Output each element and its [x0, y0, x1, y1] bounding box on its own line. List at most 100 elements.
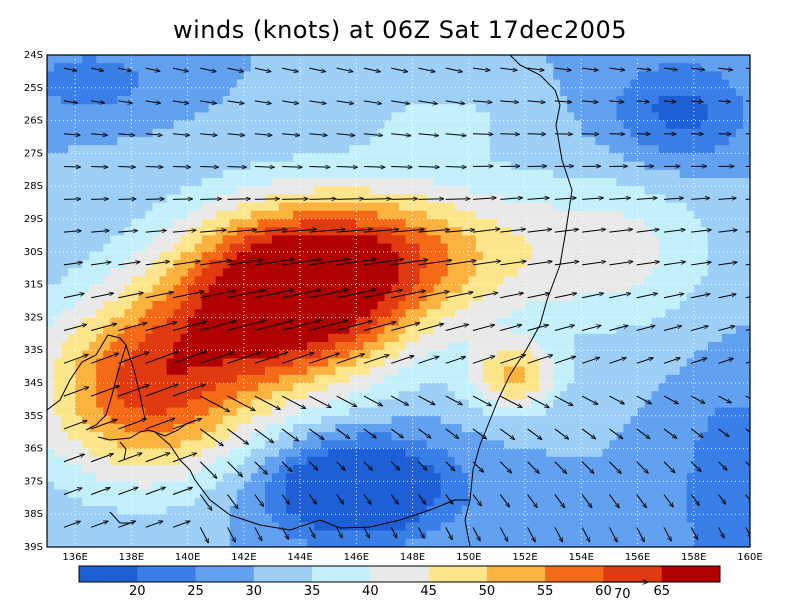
- field-cell: [138, 79, 147, 89]
- field-cell: [257, 104, 266, 113]
- field-cell: [194, 292, 203, 302]
- field-cell: [152, 333, 161, 343]
- field-cell: [82, 227, 90, 236]
- field-cell: [152, 350, 161, 359]
- field-cell: [518, 96, 526, 105]
- field-cell: [405, 333, 414, 343]
- field-cell: [180, 440, 189, 450]
- field-cell: [215, 178, 224, 187]
- field-cell: [391, 391, 400, 400]
- field-cell: [405, 374, 414, 384]
- field-cell: [714, 391, 723, 400]
- field-cell: [419, 366, 428, 376]
- field-cell: [117, 399, 125, 409]
- field-cell: [440, 104, 449, 113]
- field-cell: [398, 374, 407, 384]
- field-cell: [166, 260, 175, 269]
- field-cell: [433, 366, 442, 376]
- field-cell: [630, 55, 639, 64]
- field-cell: [377, 145, 386, 154]
- field-cell: [271, 366, 280, 376]
- field-cell: [166, 333, 175, 343]
- field-cell: [539, 235, 547, 245]
- field-cell: [693, 202, 702, 212]
- field-cell: [314, 424, 322, 433]
- field-cell: [475, 112, 484, 122]
- field-cell: [546, 325, 554, 335]
- field-cell: [180, 383, 189, 392]
- field-cell: [518, 178, 526, 187]
- field-cell: [728, 374, 737, 384]
- field-cell: [468, 112, 477, 122]
- field-cell: [215, 309, 224, 318]
- field-cell: [110, 153, 118, 163]
- field-cell: [103, 63, 111, 72]
- field-cell: [103, 145, 111, 154]
- field-cell: [103, 104, 111, 113]
- field-cell: [728, 383, 737, 392]
- field-cell: [707, 374, 716, 384]
- field-cell: [145, 268, 154, 277]
- field-cell: [138, 145, 147, 154]
- field-cell: [461, 145, 470, 154]
- field-cell: [356, 268, 364, 277]
- field-cell: [208, 235, 217, 245]
- field-cell: [138, 186, 147, 195]
- field-cell: [623, 407, 632, 417]
- field-cell: [152, 128, 161, 138]
- field-cell: [553, 153, 561, 163]
- field-cell: [433, 79, 442, 89]
- field-cell: [349, 374, 357, 384]
- field-cell: [271, 358, 280, 368]
- field-cell: [194, 79, 203, 89]
- field-cell: [630, 96, 639, 105]
- field-cell: [700, 112, 709, 122]
- field-cell: [518, 104, 526, 113]
- field-cell: [658, 383, 667, 392]
- field-cell: [602, 317, 610, 327]
- field-cell: [461, 169, 470, 179]
- field-cell: [609, 342, 618, 351]
- field-cell: [602, 391, 610, 400]
- field-cell: [131, 219, 139, 228]
- field-cell: [335, 219, 343, 228]
- field-cell: [131, 137, 139, 146]
- field-cell: [152, 137, 161, 146]
- field-cell: [735, 399, 744, 409]
- field-cell: [180, 145, 189, 154]
- field-cell: [623, 55, 632, 64]
- field-cell: [145, 87, 154, 97]
- field-cell: [644, 333, 653, 343]
- field-cell: [721, 424, 730, 433]
- field-cell: [693, 137, 702, 146]
- field-cell: [609, 415, 618, 425]
- field-cell: [335, 415, 343, 425]
- field-cell: [440, 178, 449, 187]
- field-cell: [286, 251, 294, 261]
- field-cell: [152, 219, 161, 228]
- field-cell: [328, 440, 336, 450]
- field-cell: [510, 350, 519, 359]
- field-cell: [110, 309, 118, 318]
- field-cell: [271, 333, 280, 343]
- field-cell: [286, 87, 294, 97]
- field-cell: [503, 276, 512, 286]
- field-cell: [278, 309, 287, 318]
- field-cell: [644, 186, 653, 195]
- field-cell: [159, 128, 168, 138]
- field-cell: [328, 55, 336, 64]
- field-cell: [454, 128, 463, 138]
- field-cell: [426, 104, 435, 113]
- field-cell: [68, 342, 76, 351]
- field-cell: [518, 391, 526, 400]
- field-cell: [363, 350, 371, 359]
- field-cell: [208, 87, 217, 97]
- field-cell: [623, 284, 632, 294]
- field-cell: [384, 161, 393, 171]
- field-cell: [693, 71, 702, 81]
- field-cell: [75, 120, 83, 130]
- field-cell: [489, 63, 498, 72]
- field-cell: [75, 350, 83, 359]
- field-cell: [644, 342, 653, 351]
- field-cell: [96, 374, 104, 384]
